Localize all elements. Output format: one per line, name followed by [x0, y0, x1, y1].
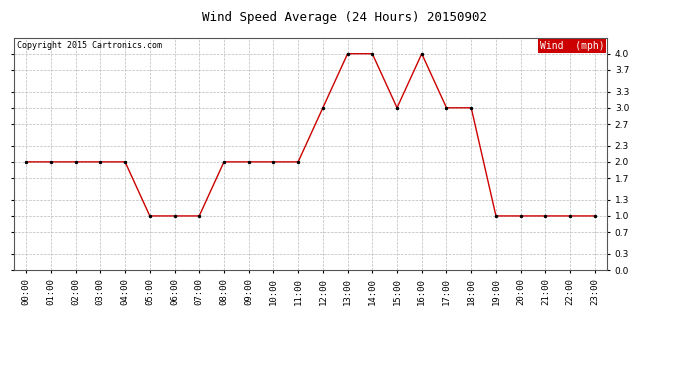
Text: Wind Speed Average (24 Hours) 20150902: Wind Speed Average (24 Hours) 20150902: [202, 11, 488, 24]
Text: Wind  (mph): Wind (mph): [540, 41, 604, 51]
Text: Copyright 2015 Cartronics.com: Copyright 2015 Cartronics.com: [17, 41, 161, 50]
